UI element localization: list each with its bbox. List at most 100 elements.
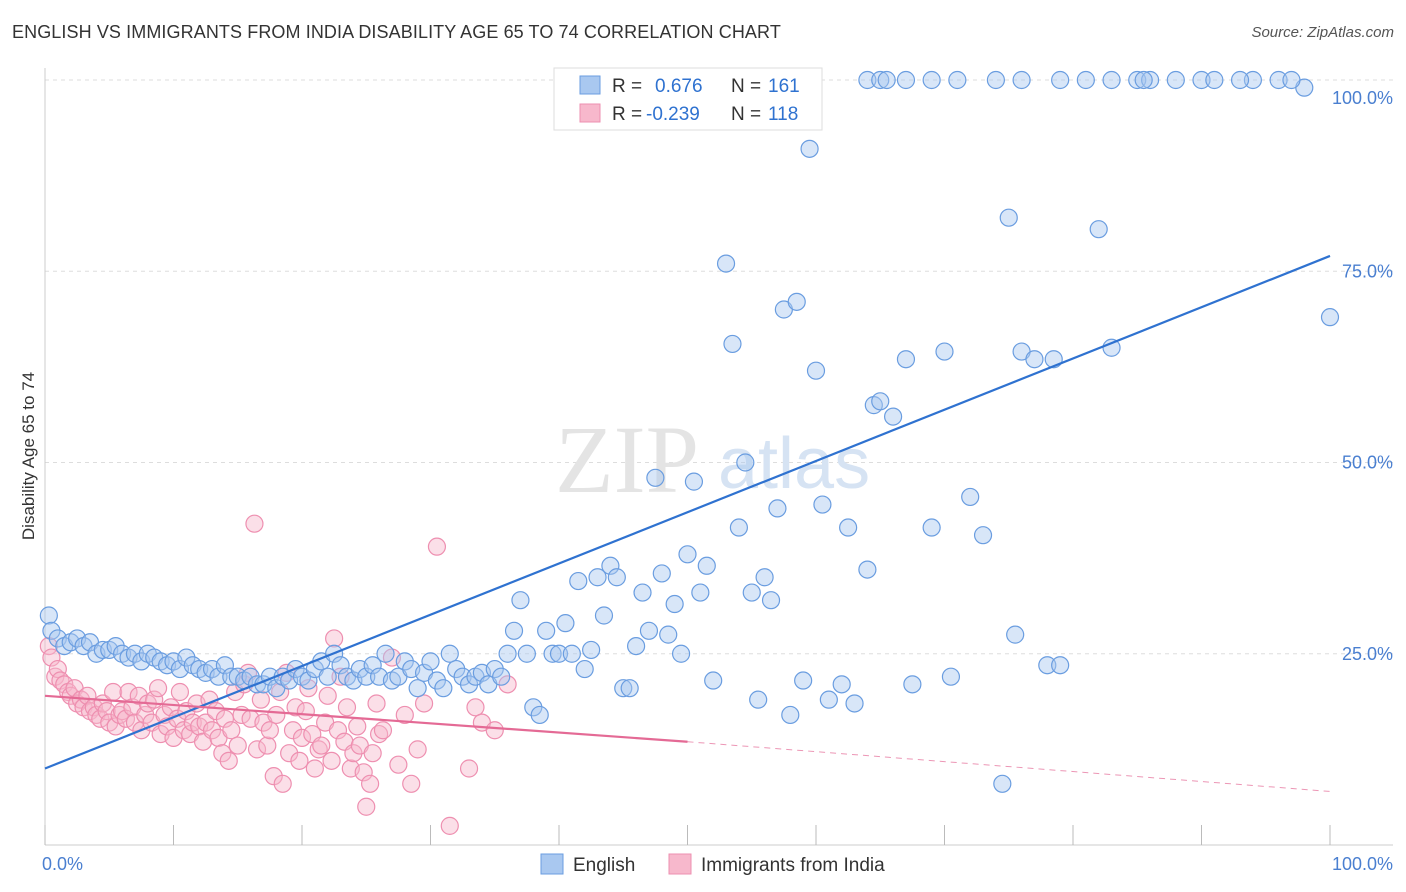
english-point xyxy=(742,583,761,602)
india-point xyxy=(466,698,485,717)
english-point xyxy=(819,690,838,709)
india-trend-line xyxy=(44,694,688,743)
english-point xyxy=(209,667,228,686)
english-point xyxy=(858,560,877,579)
english-point xyxy=(1243,70,1263,90)
english-point xyxy=(588,568,607,587)
english-point xyxy=(858,70,877,90)
english-point xyxy=(986,70,1006,90)
english-point xyxy=(941,667,961,686)
english-point xyxy=(652,564,671,583)
chart-title: ENGLISH VS IMMIGRANTS FROM INDIA DISABIL… xyxy=(12,22,781,42)
legend-india-swatch xyxy=(579,103,601,123)
english-point xyxy=(1230,70,1250,90)
english-point xyxy=(883,407,903,426)
india-point xyxy=(245,514,264,533)
english-point xyxy=(896,350,916,369)
english-point xyxy=(761,591,781,610)
english-point xyxy=(871,392,890,411)
english-point xyxy=(1025,350,1044,369)
english-point xyxy=(961,487,980,507)
english-point xyxy=(922,70,941,90)
x-tick-label-min: 0.0% xyxy=(42,854,83,874)
legend-english-r-label: R = xyxy=(612,76,642,97)
gridlines xyxy=(45,79,1393,655)
india-point xyxy=(104,682,123,702)
english-point xyxy=(896,70,916,90)
english-point xyxy=(877,70,896,90)
english-point xyxy=(299,671,318,690)
english-point xyxy=(543,644,562,663)
india-point xyxy=(440,816,459,835)
english-point xyxy=(1051,656,1070,675)
english-point xyxy=(1282,70,1301,90)
india-point xyxy=(361,774,380,793)
english-point xyxy=(434,679,453,698)
english-point xyxy=(537,621,556,640)
english-point xyxy=(530,705,549,725)
english-point xyxy=(357,667,376,686)
english-point xyxy=(1166,70,1185,90)
english-point xyxy=(1076,70,1095,90)
english-point xyxy=(363,656,382,675)
legend-india-n-label: N = xyxy=(731,104,761,125)
english-point xyxy=(1038,656,1057,675)
india-point xyxy=(427,537,447,556)
english-point xyxy=(1134,70,1153,90)
india-point xyxy=(116,709,136,728)
india-point xyxy=(325,629,344,648)
y-tick-label: 50.0% xyxy=(1342,453,1393,473)
english-point xyxy=(1051,70,1070,90)
india-point xyxy=(328,721,348,740)
english-point xyxy=(973,526,993,545)
india-point xyxy=(296,702,315,721)
axes xyxy=(44,68,1393,846)
english-point xyxy=(832,675,851,694)
india-point xyxy=(161,698,181,717)
india-point xyxy=(389,755,408,774)
english-point xyxy=(562,644,581,663)
series-legend: English Immigrants from India xyxy=(540,853,885,876)
india-point xyxy=(318,686,337,705)
india-point xyxy=(337,698,357,717)
bottom-legend-english-label: English xyxy=(573,855,635,876)
correlation-legend: R = 0.676 N = 161 R = -0.239 N = 118 xyxy=(553,67,823,131)
english-point xyxy=(999,208,1018,227)
india-point xyxy=(222,721,241,740)
legend-india-r-value: -0.239 xyxy=(646,104,700,125)
english-point xyxy=(39,606,58,625)
english-point xyxy=(1140,70,1160,90)
english-point xyxy=(633,583,652,602)
english-point xyxy=(813,495,832,514)
india-point xyxy=(260,721,279,740)
source-credit: Source: ZipAtlas.com xyxy=(1251,24,1394,41)
india-point xyxy=(258,736,277,755)
english-point xyxy=(794,671,813,690)
english-point xyxy=(1320,308,1340,327)
india-point xyxy=(119,682,138,702)
english-point xyxy=(1102,70,1121,90)
india-point xyxy=(228,736,247,755)
english-point xyxy=(1006,625,1025,644)
english-point xyxy=(556,614,575,633)
india-point xyxy=(402,774,421,793)
english-point xyxy=(646,468,665,487)
english-point xyxy=(1089,220,1108,239)
india-point xyxy=(251,690,270,709)
english-point xyxy=(511,591,530,610)
india-point xyxy=(357,797,376,816)
english-trend-line xyxy=(44,254,1331,770)
english-point xyxy=(845,694,864,713)
english-point xyxy=(749,690,768,709)
y-tick-labels: 25.0% 50.0% 75.0% 100.0% xyxy=(1332,88,1393,664)
india-point xyxy=(395,705,414,725)
legend-india-r-label: R = xyxy=(612,104,642,125)
english-point xyxy=(440,644,459,663)
english-point xyxy=(768,499,787,518)
watermark-zip: ZIP xyxy=(555,406,699,513)
english-point xyxy=(665,594,684,614)
english-point xyxy=(704,671,723,690)
english-point xyxy=(659,625,678,644)
india-point xyxy=(42,648,61,667)
english-point xyxy=(684,472,704,491)
